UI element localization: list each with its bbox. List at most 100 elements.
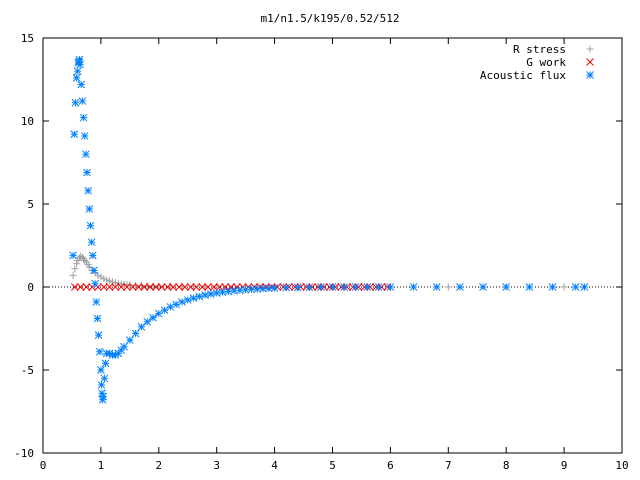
acoustic-flux-point: [97, 381, 106, 389]
acoustic-flux-point: [432, 283, 441, 291]
x-tick-label: 7: [445, 459, 452, 472]
x-tick-label: 8: [503, 459, 510, 472]
acoustic-flux-point: [69, 251, 77, 260]
g-work-point: [140, 283, 149, 291]
acoustic-flux-point: [94, 331, 103, 339]
x-tick-label: 1: [98, 459, 105, 472]
g-work-point: [117, 283, 126, 291]
g-work-point: [105, 283, 114, 291]
legend-marker: [586, 45, 594, 53]
acoustic-flux-point: [84, 186, 93, 195]
r-stress-point: [80, 255, 88, 263]
legend-label: Acoustic flux: [480, 69, 566, 82]
acoustic-flux-point: [101, 359, 110, 368]
r-stress-point: [73, 260, 81, 268]
acoustic-flux-point: [282, 283, 291, 292]
acoustic-flux-point: [154, 309, 163, 318]
acoustic-flux-point: [374, 283, 383, 291]
acoustic-flux-point: [70, 130, 79, 139]
legend-marker: [586, 71, 594, 79]
acoustic-flux-point: [79, 113, 88, 122]
axis-tick-labels: 0 1 2 3 4 5 6 7 8 9 10 -10 -5 0 5 10 15: [14, 32, 629, 472]
x-tick-label: 10: [615, 459, 628, 472]
acoustic-flux-point: [81, 150, 90, 159]
chart-title: m1/n1.5/k195/0.52/512: [260, 12, 399, 25]
acoustic-flux-point: [363, 283, 372, 291]
g-work-point: [204, 283, 212, 291]
acoustic-flux-point: [409, 283, 418, 291]
legend-label: R stress: [513, 43, 566, 56]
g-work-point: [146, 283, 154, 291]
g-work-point: [181, 283, 189, 291]
acoustic-flux-point: [97, 366, 105, 374]
x-tick-label: 6: [387, 459, 394, 472]
g-work-point: [209, 283, 218, 291]
x-tick-label: 9: [561, 459, 568, 472]
g-work-point: [111, 283, 120, 291]
acoustic-flux-point: [100, 374, 109, 383]
acoustic-flux-point: [93, 314, 102, 323]
g-work-point: [134, 283, 143, 291]
acoustic-flux-point: [386, 283, 395, 291]
g-work-point: [152, 283, 160, 291]
acoustic-flux-point: [351, 283, 360, 291]
acoustic-flux-point: [183, 296, 192, 304]
acoustic-flux-point: [195, 292, 204, 301]
legend-marker: [586, 58, 594, 66]
g-work-point: [273, 283, 282, 291]
acoustic-flux-point: [328, 283, 337, 291]
r-stress-point: [69, 271, 77, 279]
g-work-point: [123, 283, 131, 291]
r-stress-point: [444, 283, 452, 291]
g-work-point: [227, 283, 236, 291]
acoustic-flux-point: [247, 285, 256, 294]
acoustic-flux-point: [264, 284, 273, 293]
acoustic-flux-point: [293, 283, 302, 292]
r-stress-point: [103, 276, 111, 284]
acoustic-flux-point: [525, 283, 534, 291]
acoustic-flux-point: [305, 283, 314, 292]
acoustic-flux-point: [80, 132, 89, 140]
acoustic-flux-point: [92, 298, 101, 306]
acoustic-flux-point: [77, 80, 86, 89]
x-tick-label: 3: [213, 459, 220, 472]
acoustic-flux-point: [73, 67, 82, 76]
data-marks: [69, 55, 589, 404]
r-stress-point: [71, 265, 79, 273]
acoustic-flux-point: [253, 285, 262, 293]
acoustic-flux-point: [571, 283, 580, 291]
acoustic-flux-point: [88, 251, 97, 260]
g-work-point: [198, 283, 207, 291]
acoustic-flux-point: [105, 349, 114, 358]
series-g-work: [70, 283, 392, 291]
x-tick-label: 5: [329, 459, 336, 472]
acoustic-flux-point: [90, 266, 98, 275]
x-tick-label: 4: [271, 459, 278, 472]
acoustic-flux-point: [125, 336, 134, 344]
r-stress-point: [81, 256, 89, 264]
acoustic-flux-point: [580, 283, 589, 291]
y-tick-label: 10: [21, 115, 34, 128]
r-stress-point: [97, 273, 105, 281]
legend-label: G work: [526, 56, 566, 69]
g-work-point: [82, 283, 91, 291]
g-work-point: [163, 283, 172, 291]
acoustic-flux-point: [85, 205, 94, 213]
r-stress-point: [111, 279, 119, 287]
y-tick-label: -5: [21, 364, 34, 377]
acoustic-flux-point: [502, 283, 511, 291]
g-work-point: [221, 283, 230, 291]
acoustic-flux-point: [340, 283, 348, 291]
g-work-point: [169, 283, 178, 291]
acoustic-flux-point: [83, 168, 91, 177]
axis-ticks: [42, 37, 623, 454]
r-stress-point: [100, 275, 108, 283]
acoustic-flux-point: [99, 392, 108, 401]
r-stress-point: [560, 283, 568, 291]
plot-frame: [42, 37, 623, 454]
acoustic-flux-point: [548, 283, 557, 291]
acoustic-flux-point: [95, 347, 104, 356]
acoustic-flux-point: [270, 284, 279, 292]
acoustic-flux-point: [120, 342, 128, 351]
